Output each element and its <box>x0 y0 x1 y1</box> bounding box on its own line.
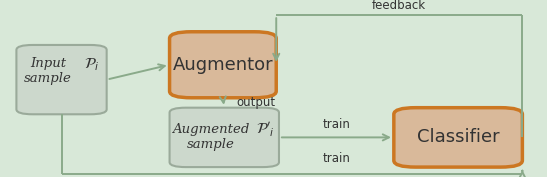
Text: $\mathcal{P}_i$: $\mathcal{P}_i$ <box>84 56 99 73</box>
Text: output: output <box>236 96 276 109</box>
FancyBboxPatch shape <box>16 45 107 114</box>
FancyBboxPatch shape <box>170 108 279 167</box>
Text: Augmented
sample: Augmented sample <box>172 123 249 151</box>
Text: feedback: feedback <box>373 0 426 12</box>
Text: Classifier: Classifier <box>417 128 499 146</box>
Text: Augmentor: Augmentor <box>173 56 273 74</box>
Text: train: train <box>323 152 350 165</box>
Text: train: train <box>323 118 350 131</box>
Text: Input
sample: Input sample <box>24 57 72 85</box>
FancyBboxPatch shape <box>394 108 522 167</box>
FancyBboxPatch shape <box>170 32 276 98</box>
Text: $\mathcal{P}'_i$: $\mathcal{P}'_i$ <box>256 119 275 139</box>
